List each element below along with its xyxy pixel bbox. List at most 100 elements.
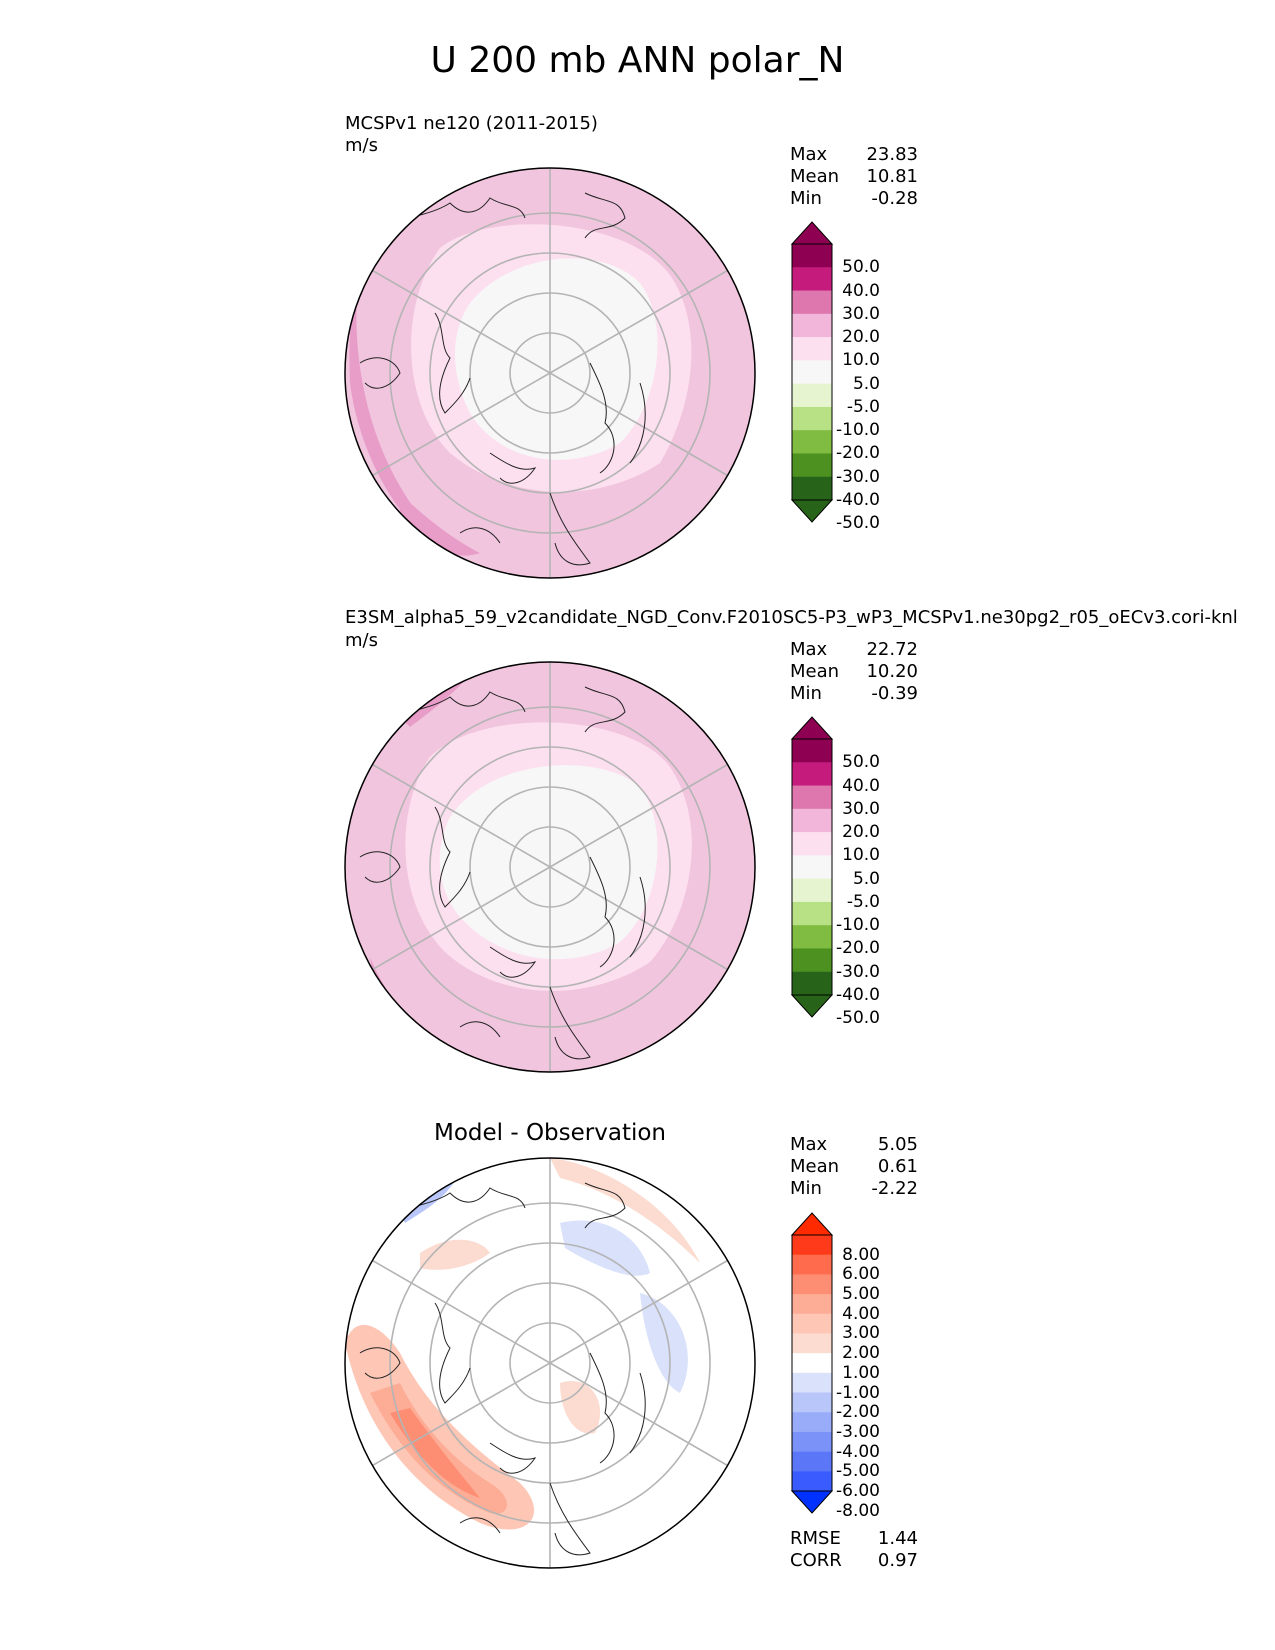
colorbar-segment (792, 971, 832, 996)
metric-key: CORR (790, 1550, 842, 1571)
meridian-line (549, 269, 728, 374)
panel-test-units: m/s (345, 135, 378, 156)
coastline (459, 1517, 501, 1534)
stat-key: Mean (790, 1156, 840, 1177)
coastline (629, 1372, 646, 1454)
stat-value: -0.39 (871, 683, 918, 704)
colorbar-segment (792, 1274, 832, 1295)
colorbar-segment (792, 430, 832, 454)
colorbar-tick-label: -40.0 (836, 490, 880, 510)
colorbar-tick-label: 6.00 (842, 1264, 880, 1285)
colorbar-segment (792, 1313, 832, 1334)
stat-key: Mean (790, 166, 840, 187)
colorbar-test (790, 221, 834, 523)
colorbar-tick-label: -50.0 (836, 1008, 880, 1029)
colorbar-top-arrow (790, 221, 834, 245)
colorbar-segment (792, 901, 832, 926)
coastline (629, 876, 646, 958)
colorbar-segment (792, 1392, 832, 1413)
stat-value: 5.05 (877, 1134, 918, 1155)
colorbar-segment (792, 878, 832, 903)
metric-value: 1.44 (877, 1528, 918, 1549)
colorbar-tick-label: -6.00 (836, 1481, 880, 1501)
coastline (489, 1442, 537, 1474)
colorbar-tick-label: -40.0 (836, 985, 880, 1005)
colorbar-frame (791, 738, 833, 996)
colorbar-tick-label: -5.00 (836, 1461, 880, 1482)
field-contour (400, 1181, 455, 1223)
panel-difference-title: Model - Observation (433, 1120, 667, 1146)
colorbar-segment (792, 1294, 832, 1315)
colorbar-segment (792, 832, 832, 856)
colorbar-segment (792, 1235, 832, 1256)
meridian-line (372, 763, 551, 868)
panel-reference-stats: Max 22.72 Mean 10.20 Min -0.39 (790, 639, 918, 705)
stat-value: 23.83 (866, 144, 918, 165)
stat-key: Min (790, 683, 822, 704)
stat-key: Min (790, 188, 822, 209)
colorbar-frame (791, 243, 833, 501)
stat-key: Max (790, 639, 828, 660)
colorbar-segment (792, 1431, 832, 1453)
colorbar-frame (791, 1234, 833, 1492)
coastline (549, 492, 591, 566)
coastline (489, 946, 537, 978)
colorbar-tick-label: 5.0 (852, 373, 880, 394)
colorbar-segment (792, 855, 832, 880)
stat-value: 0.61 (877, 1156, 918, 1177)
colorbar-segment (792, 1372, 832, 1394)
coastline (489, 452, 537, 484)
colorbar-tick-label: 10.0 (842, 845, 880, 866)
colorbar-tick-label: -2.00 (836, 1402, 880, 1423)
field-contour (420, 1239, 490, 1270)
colorbar-tick-label: 5.0 (852, 868, 880, 889)
field-contour (439, 765, 658, 960)
colorbar-tick-label: 20.0 (842, 327, 880, 348)
colorbar-tick-label: -30.0 (836, 466, 880, 487)
stat-key: Mean (790, 661, 840, 682)
meridian-line (549, 866, 728, 971)
coastline (549, 1482, 591, 1556)
colorbar-segment (792, 1254, 832, 1275)
colorbar-segment (792, 453, 832, 478)
map-boundary (344, 167, 756, 579)
field-contour (560, 1381, 601, 1434)
colorbar-segment (792, 1451, 832, 1472)
colorbar-tick-label: 50.0 (842, 257, 880, 278)
colorbar-tick-label: 10.0 (842, 350, 880, 371)
meridian-line (549, 372, 728, 477)
colorbar-tick-label: -5.0 (846, 396, 880, 417)
stat-value: -0.28 (871, 188, 918, 209)
colorbar-segment (792, 383, 832, 408)
coastline (434, 1302, 471, 1404)
colorbar-tick-label: -10.0 (836, 420, 880, 441)
colorbar-tick-label: 3.00 (842, 1323, 880, 1344)
meridian-line (549, 1259, 728, 1364)
panel-reference-units: m/s (345, 630, 378, 651)
panel-test-stats: Max 23.83 Mean 10.81 Min -0.28 (790, 144, 918, 210)
coastline (434, 806, 471, 908)
colorbar-segment (792, 1471, 832, 1492)
panel-difference-metrics: RMSE 1.44 CORR 0.97 (790, 1528, 918, 1572)
polar-map-reference (344, 661, 756, 1073)
meridian-line (372, 1362, 551, 1467)
colorbar-tick-label: -3.00 (836, 1421, 880, 1442)
colorbar-segment (792, 948, 832, 973)
metric-key: RMSE (790, 1528, 841, 1549)
colorbar-top-arrow (790, 1212, 834, 1236)
polar-map-difference (344, 1157, 756, 1569)
field-contour (400, 675, 470, 727)
coastline (359, 357, 401, 389)
map-boundary (344, 661, 756, 1073)
colorbar-tick-label: -20.0 (836, 443, 880, 464)
map-boundary (344, 1157, 756, 1569)
colorbar-segment (792, 406, 832, 431)
coastline (584, 1182, 626, 1229)
coastline (589, 1352, 615, 1464)
coastline (359, 1347, 401, 1379)
coastline (459, 1021, 501, 1038)
colorbar-tick-label: -30.0 (836, 961, 880, 982)
colorbar-tick-label: 1.00 (842, 1362, 880, 1383)
stat-value: 10.20 (866, 661, 918, 682)
colorbar-tick-label: 40.0 (842, 775, 880, 796)
